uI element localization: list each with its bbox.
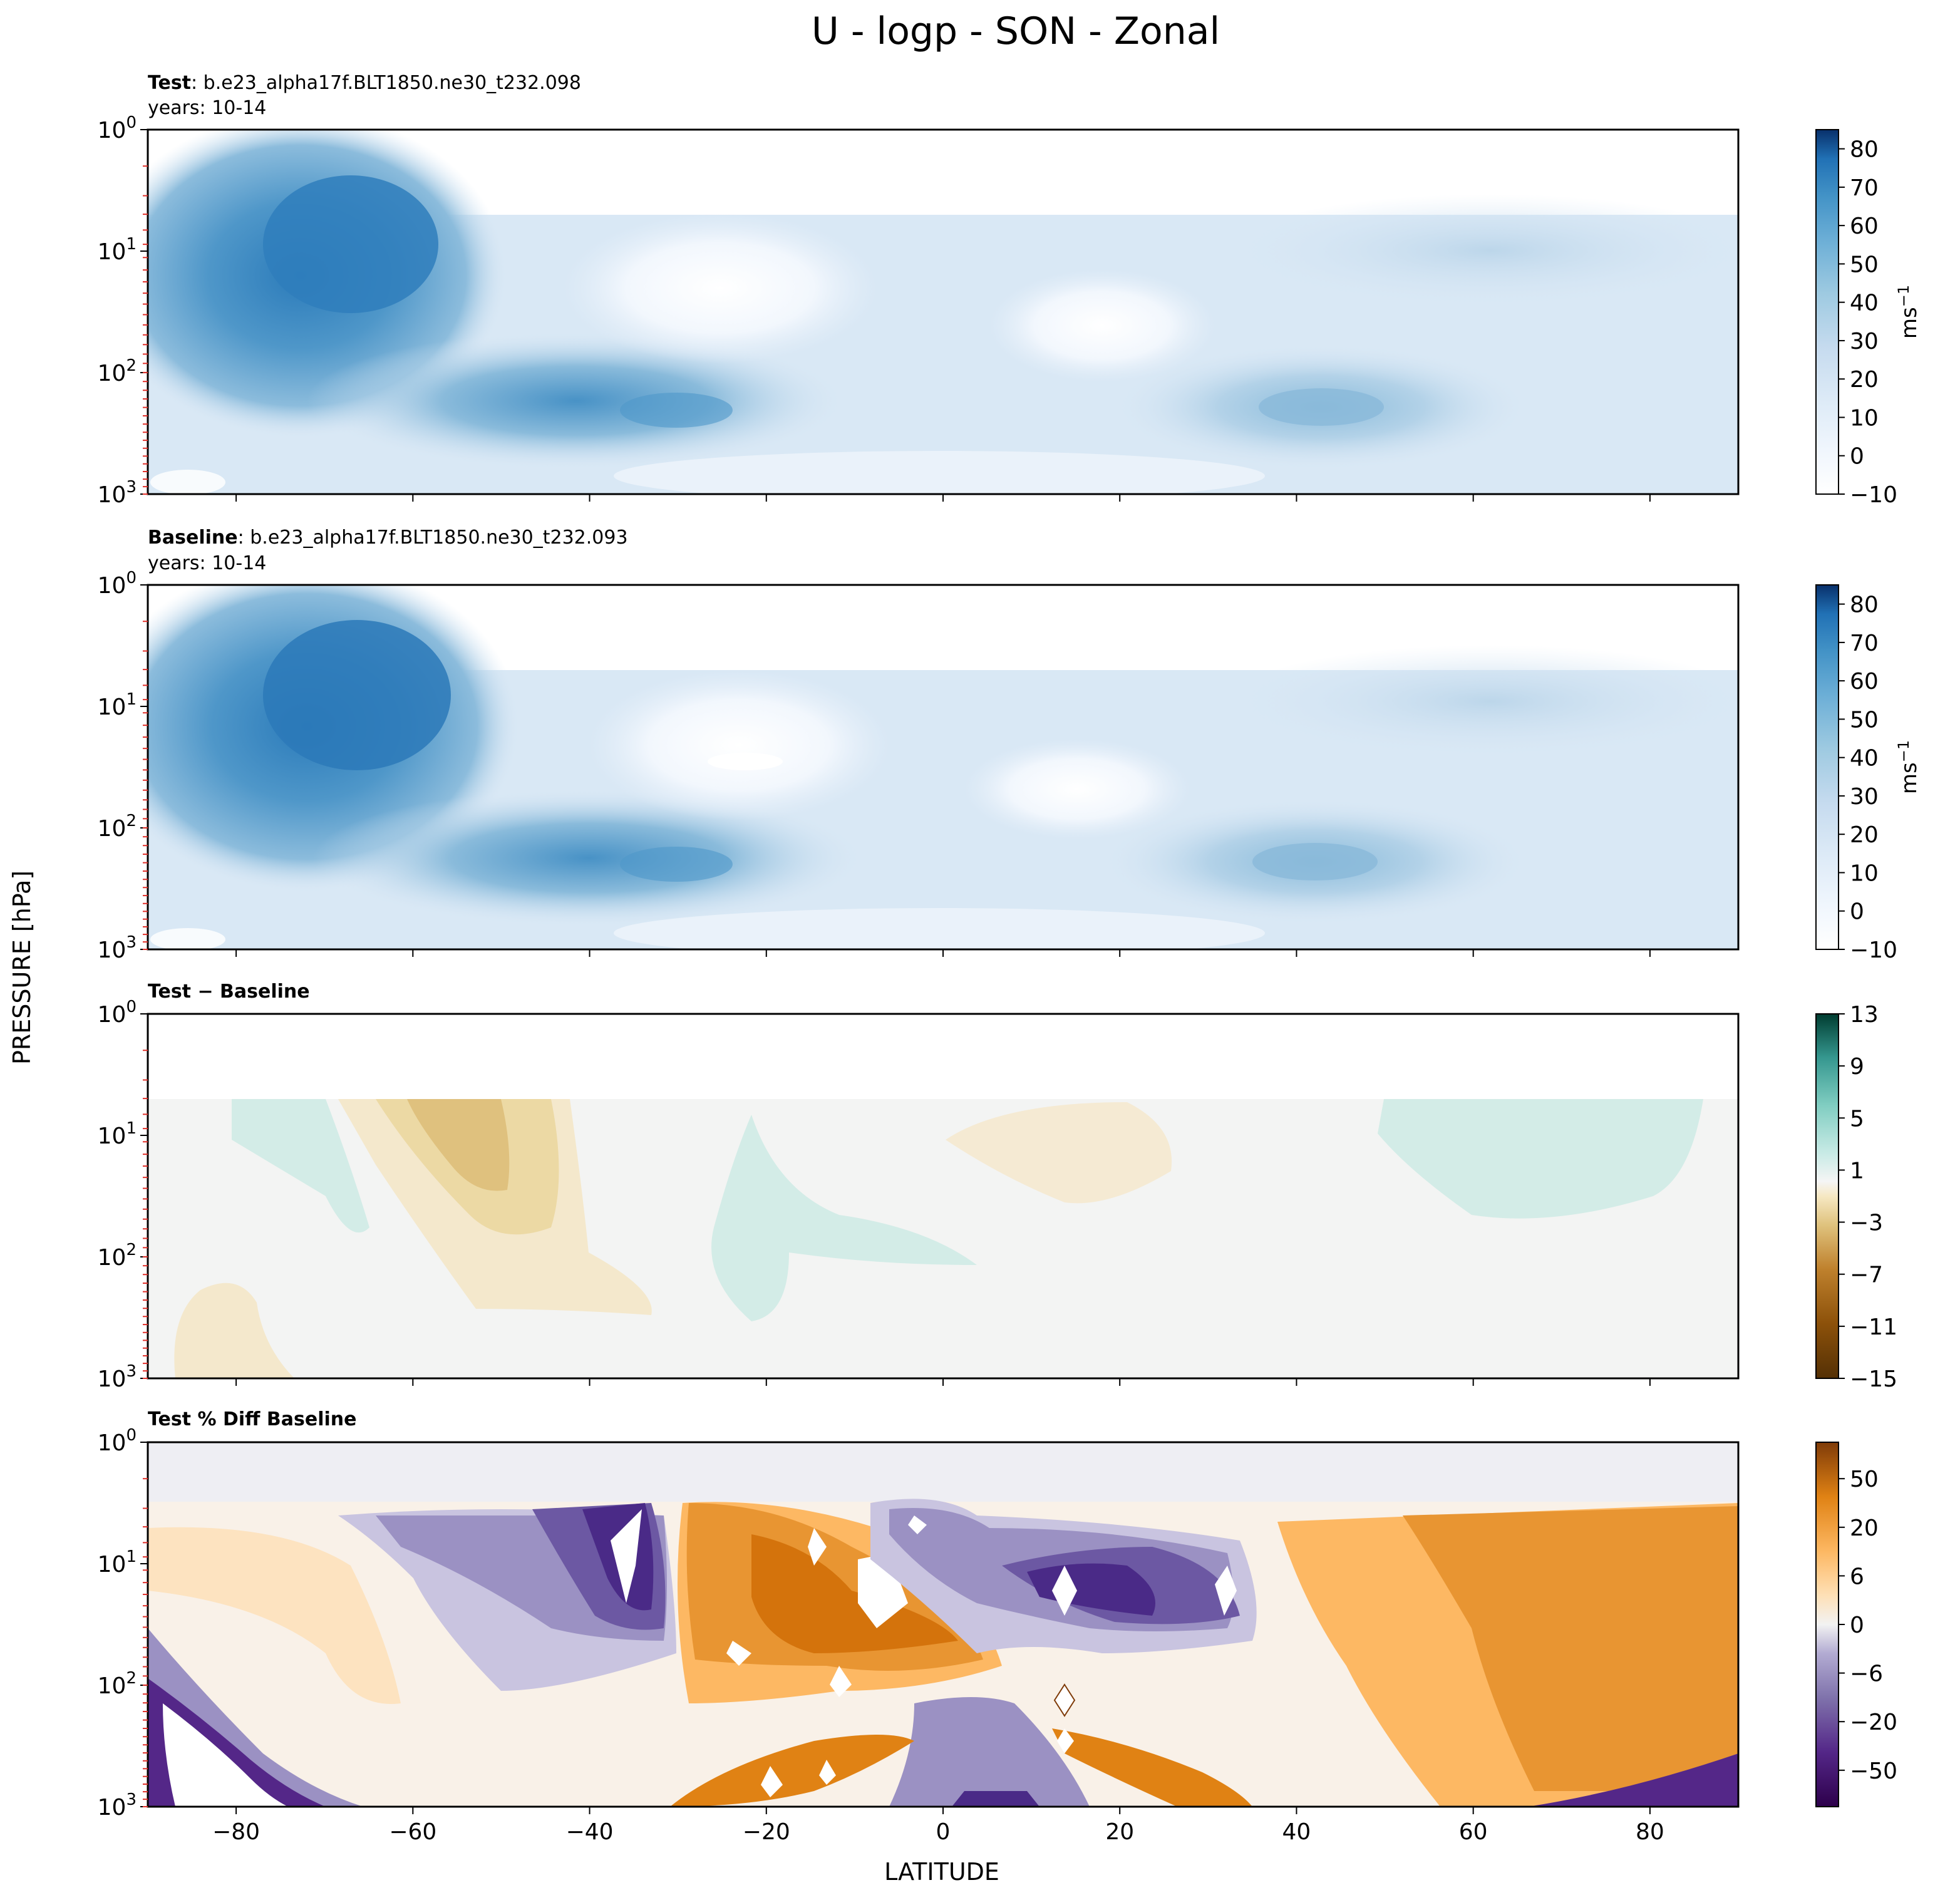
panel-percent-diff: Test % Diff Baseline bbox=[147, 1408, 1740, 1808]
panel-title-rest: : b.e23_alpha17f.BLT1850.ne30_t232.093 bbox=[238, 527, 628, 549]
colorbar-test: ms−1 bbox=[1815, 129, 1922, 495]
y-tick-label: 101 bbox=[98, 1547, 137, 1577]
colorbar-tick-label: −20 bbox=[1850, 1710, 1897, 1735]
y-tick-label: 102 bbox=[98, 1669, 137, 1699]
colorbar-tick-label: 0 bbox=[1850, 444, 1864, 470]
colorbar-tick-label: 50 bbox=[1850, 1467, 1879, 1492]
panel-subtitle: years: 10-14 bbox=[148, 552, 266, 574]
colorbar-difference bbox=[1815, 1013, 1839, 1379]
colorbar-tick-label: 70 bbox=[1850, 631, 1879, 656]
svg-text:Baseline: b.e23_alpha17f.BLT18: Baseline: b.e23_alpha17f.BLT1850.ne30_t2… bbox=[148, 527, 628, 549]
colorbar-tick-label: 80 bbox=[1850, 137, 1879, 163]
colorbar-unit-exponent: −1 bbox=[1895, 285, 1912, 307]
colorbar-tick-label: 80 bbox=[1850, 592, 1879, 618]
colorbar-tick-label: −6 bbox=[1850, 1661, 1883, 1687]
colorbar-tick-label: 10 bbox=[1850, 860, 1879, 886]
y-tick-label: 102 bbox=[98, 1241, 137, 1271]
colorbar-tick-label: 0 bbox=[1850, 899, 1864, 925]
colorbar-tick-label: 30 bbox=[1850, 329, 1879, 354]
colorbar-unit: ms bbox=[1897, 762, 1922, 794]
panel-title-bold: Test % Diff Baseline bbox=[148, 1408, 357, 1430]
colorbar-ticks-layer: 80706050403020100−1080706050403020100−10… bbox=[1839, 137, 1897, 1784]
colorbar-tick-label: 50 bbox=[1850, 707, 1879, 733]
colorbar-unit-exponent: −1 bbox=[1895, 740, 1912, 762]
svg-text:Test: b.e23_alpha17f.BLT1850.n: Test: b.e23_alpha17f.BLT1850.ne30_t232.0… bbox=[148, 72, 581, 94]
y-tick-label: 101 bbox=[98, 235, 137, 265]
y-tick-label: 100 bbox=[98, 1426, 137, 1456]
y-tick-label: 100 bbox=[98, 998, 137, 1028]
x-tick-label: −40 bbox=[566, 1819, 614, 1845]
x-tick-label: 20 bbox=[1105, 1819, 1134, 1845]
y-tick-label: 102 bbox=[98, 356, 137, 386]
panel-title-rest: : b.e23_alpha17f.BLT1850.ne30_t232.098 bbox=[191, 72, 581, 94]
colorbar-tick-label: 30 bbox=[1850, 784, 1879, 810]
colorbar-tick-label: 50 bbox=[1850, 252, 1879, 277]
x-tick-label: −20 bbox=[743, 1819, 790, 1845]
panel-test: Test: b.e23_alpha17f.BLT1850.ne30_t232.0… bbox=[147, 72, 1740, 495]
x-tick-label: 40 bbox=[1282, 1819, 1311, 1845]
svg-text:ms−1: ms−1 bbox=[1895, 740, 1922, 794]
colorbar-tick-label: 40 bbox=[1850, 746, 1879, 772]
colorbar-tick-label: −10 bbox=[1850, 482, 1897, 508]
colorbar-tick-label: 0 bbox=[1850, 1613, 1864, 1638]
axes-layer: 100 101 102 103 100 101 102 103 100 101 102 103 −80 −… bbox=[98, 113, 1664, 1845]
colorbar-tick-label: 20 bbox=[1850, 822, 1879, 848]
colorbar-tick-label: 13 bbox=[1850, 1002, 1879, 1028]
colorbar-percent-diff bbox=[1815, 1442, 1839, 1807]
y-tick-label: 100 bbox=[98, 569, 137, 599]
colorbar-tick-label: 70 bbox=[1850, 175, 1879, 201]
panel-baseline: Baseline: b.e23_alpha17f.BLT1850.ne30_t2… bbox=[147, 527, 1740, 951]
colorbar-tick-label: −50 bbox=[1850, 1758, 1897, 1784]
colorbar-tick-label: 1 bbox=[1850, 1158, 1864, 1184]
panel-title-bold: Test − Baseline bbox=[148, 981, 310, 1003]
colorbar-tick-label: 60 bbox=[1850, 669, 1879, 694]
colorbar-tick-label: −3 bbox=[1850, 1211, 1883, 1236]
x-axis-label: LATITUDE bbox=[884, 1858, 999, 1886]
x-tick-label: 0 bbox=[936, 1819, 951, 1845]
colorbar-tick-label: 40 bbox=[1850, 291, 1879, 316]
colorbar-tick-label: 60 bbox=[1850, 214, 1879, 239]
y-tick-label: 103 bbox=[98, 933, 137, 963]
y-tick-label: 102 bbox=[98, 812, 137, 842]
y-tick-label: 101 bbox=[98, 1119, 137, 1149]
colorbar-tick-label: 6 bbox=[1850, 1564, 1864, 1589]
contour-field bbox=[148, 585, 1738, 949]
x-tick-label: −80 bbox=[212, 1819, 260, 1845]
colorbar-tick-label: −7 bbox=[1850, 1262, 1883, 1288]
y-tick-label: 103 bbox=[98, 478, 137, 508]
colorbar-tick-label: 5 bbox=[1850, 1106, 1864, 1132]
x-tick-label: 60 bbox=[1459, 1819, 1488, 1845]
colorbar-tick-label: −11 bbox=[1850, 1314, 1897, 1340]
x-tick-label: 80 bbox=[1636, 1819, 1664, 1845]
colorbar-tick-label: 20 bbox=[1850, 1515, 1879, 1541]
contour-field bbox=[148, 1014, 1738, 1378]
contour-field bbox=[148, 1442, 1738, 1807]
y-axis-label: PRESSURE [hPa] bbox=[8, 870, 36, 1065]
contour-field bbox=[148, 130, 1738, 494]
panel-title-bold: Baseline bbox=[148, 527, 238, 549]
svg-text:ms−1: ms−1 bbox=[1895, 285, 1922, 339]
colorbar-tick-label: 20 bbox=[1850, 367, 1879, 393]
panel-title-bold: Test bbox=[148, 72, 191, 94]
colorbar-tick-label: 10 bbox=[1850, 405, 1879, 431]
panel-difference: Test − Baseline bbox=[147, 981, 1740, 1380]
colorbar-tick-label: −15 bbox=[1850, 1366, 1897, 1392]
y-tick-label: 103 bbox=[98, 1790, 137, 1820]
x-tick-label: −60 bbox=[389, 1819, 436, 1845]
colorbar-unit: ms bbox=[1897, 307, 1922, 339]
colorbar-tick-label: 9 bbox=[1850, 1054, 1864, 1080]
y-tick-label: 103 bbox=[98, 1362, 137, 1392]
figure-title: U - logp - SON - Zonal bbox=[812, 9, 1220, 53]
panel-subtitle: years: 10-14 bbox=[148, 97, 266, 119]
colorbar-baseline: ms−1 bbox=[1815, 584, 1922, 950]
y-tick-label: 100 bbox=[98, 113, 137, 143]
y-tick-label: 101 bbox=[98, 690, 137, 720]
colorbar-tick-label: −10 bbox=[1850, 937, 1897, 963]
